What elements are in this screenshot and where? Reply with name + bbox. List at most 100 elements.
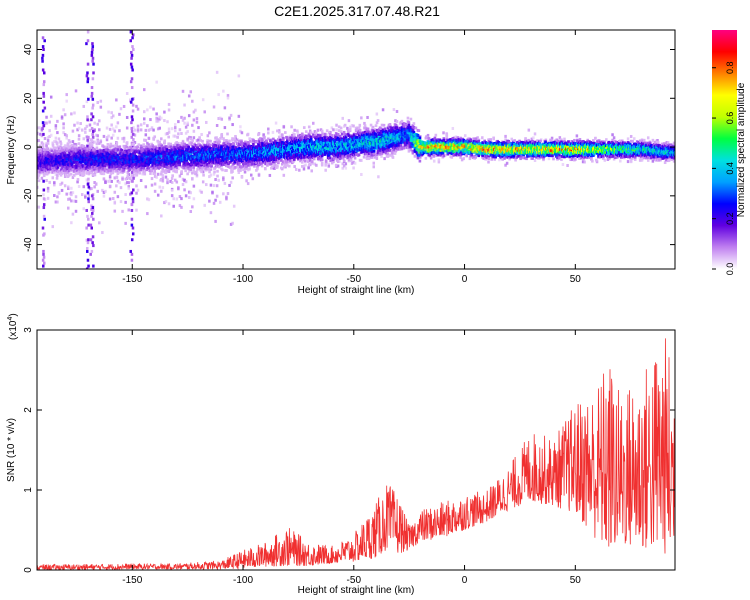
heatmap-cell [124, 182, 127, 186]
heatmap-cell [180, 131, 183, 135]
heatmap-cell [73, 159, 77, 163]
heatmap-cell [158, 115, 162, 119]
heatmap-cell [80, 168, 84, 172]
heatmap-cell [67, 169, 71, 173]
heatmap-cell [161, 176, 165, 180]
heatmap-cell [67, 139, 71, 142]
heatmap-cell [80, 193, 84, 197]
heatmap-cell [113, 154, 117, 158]
heatmap-cell [126, 163, 130, 166]
heatmap-cell [222, 192, 225, 196]
heatmap-cell [85, 42, 88, 46]
heatmap-cell [68, 192, 72, 196]
heatmap-cell [223, 126, 227, 130]
heatmap-cell [243, 170, 247, 174]
heatmap-cell [47, 170, 51, 174]
heatmap-cell [218, 140, 221, 144]
heatmap-cell [59, 155, 63, 159]
heatmap-cell [225, 169, 228, 172]
heatmap-cell [52, 150, 56, 154]
heatmap-cell [90, 118, 93, 122]
heatmap-cell [248, 137, 251, 141]
heatmap-cell [335, 128, 338, 132]
heatmap-cell [88, 146, 92, 149]
heatmap-cell [124, 221, 127, 225]
heatmap-cell [87, 264, 90, 268]
heatmap-cell [223, 142, 226, 145]
heatmap-cell [377, 175, 380, 179]
heatmap-cell [104, 145, 108, 149]
heatmap-cell [63, 113, 67, 117]
heatmap-cell [239, 143, 242, 147]
heatmap-cell [349, 134, 352, 138]
heatmap-cell [90, 53, 94, 57]
heatmap-cell [245, 165, 248, 168]
heatmap-cell [631, 139, 634, 143]
heatmap-cell [180, 205, 183, 209]
heatmap-cell [217, 163, 220, 167]
heatmap-cell [55, 142, 59, 146]
heatmap-cell [140, 166, 144, 170]
heatmap-cell [50, 166, 54, 170]
heatmap-cell [40, 134, 44, 138]
heatmap-cell [231, 157, 234, 161]
heatmap-cell [129, 80, 133, 84]
heatmap-cell [86, 80, 90, 84]
heatmap-cell [216, 169, 219, 173]
heatmap-cell [132, 138, 135, 142]
heatmap-cell [48, 149, 52, 153]
heatmap-cell [98, 221, 101, 225]
heatmap-cell [164, 175, 168, 179]
heatmap-cell [90, 204, 93, 208]
heatmap-cell [87, 177, 90, 181]
heatmap-cell [130, 148, 134, 152]
heatmap-cell [226, 96, 230, 100]
heatmap-cell [223, 181, 227, 185]
heatmap-cell [43, 232, 46, 236]
heatmap-cell [71, 191, 75, 195]
heatmap-cell [103, 167, 107, 170]
heatmap-cell [56, 145, 60, 149]
heatmap-cell [99, 170, 103, 174]
heatmap-cell [246, 182, 250, 186]
heatmap-cell [187, 190, 191, 194]
heatmap-cell [196, 143, 199, 147]
heatmap-cell [54, 136, 58, 140]
heatmap-cell [87, 223, 90, 227]
heatmap-cell [183, 188, 186, 192]
heatmap-cell [110, 151, 114, 155]
heatmap-cell [118, 171, 121, 175]
heatmap-cell [125, 181, 129, 185]
heatmap-cell [142, 166, 146, 170]
heatmap-cell [162, 154, 166, 158]
heatmap-cell [122, 152, 126, 156]
heatmap-cell [176, 144, 179, 148]
heatmap-cell [629, 160, 633, 164]
heatmap-cell [315, 163, 318, 167]
heatmap-cell [85, 208, 88, 212]
heatmap-cell [191, 139, 194, 142]
heatmap-cell [481, 155, 484, 159]
heatmap-cell [73, 142, 76, 146]
heatmap-cell [38, 144, 42, 148]
heatmap-cell [115, 125, 118, 129]
heatmap-cell [59, 150, 63, 153]
heatmap-cell [127, 185, 130, 189]
heatmap-cell [73, 152, 77, 156]
heatmap-cell [45, 144, 48, 148]
heatmap-cell [85, 100, 89, 104]
heatmap-cell [132, 174, 135, 178]
heatmap-cell [116, 153, 120, 157]
heatmap-cell [172, 144, 175, 148]
heatmap-cell [167, 166, 170, 170]
heatmap-cell [247, 150, 250, 154]
heatmap-cell [132, 142, 136, 146]
heatmap-cell [181, 183, 185, 187]
heatmap-cell [61, 170, 65, 174]
heatmap-cell [224, 161, 227, 164]
heatmap-cell [215, 136, 218, 140]
heatmap-cell [148, 169, 152, 172]
heatmap-cell [174, 129, 177, 133]
heatmap-cell [90, 187, 93, 191]
